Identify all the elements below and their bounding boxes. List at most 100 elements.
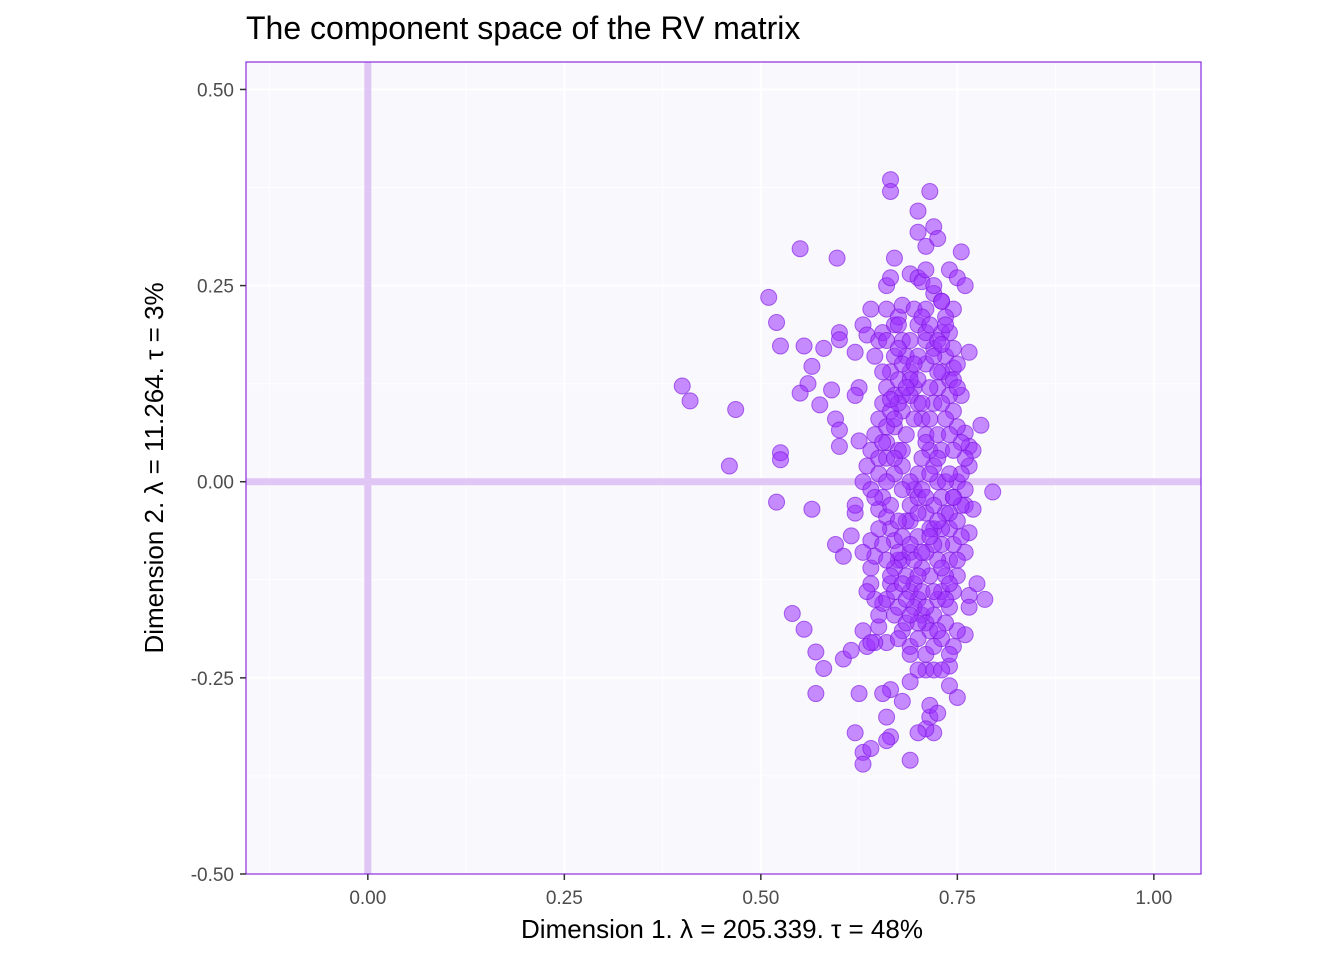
data-point	[929, 449, 947, 467]
data-point	[768, 493, 786, 511]
data-point	[854, 622, 872, 640]
data-point	[940, 575, 958, 593]
data-point	[815, 659, 833, 677]
data-point	[858, 457, 876, 475]
data-point	[940, 504, 958, 522]
data-point	[893, 575, 911, 593]
data-point	[937, 410, 955, 428]
data-point	[948, 688, 966, 706]
x-tick-label: 0.50	[742, 888, 779, 909]
data-point	[940, 645, 958, 663]
data-point	[854, 755, 872, 773]
data-point	[878, 300, 896, 318]
data-point	[889, 316, 907, 334]
data-point	[925, 583, 943, 601]
data-point	[937, 316, 955, 334]
data-point	[827, 535, 845, 553]
data-point	[917, 598, 935, 616]
data-point	[846, 496, 864, 514]
data-point	[866, 488, 884, 506]
data-point	[956, 277, 974, 295]
data-point	[944, 441, 962, 459]
data-point	[830, 421, 848, 439]
data-point	[952, 243, 970, 261]
data-point	[811, 396, 829, 414]
data-point	[909, 724, 927, 742]
x-tick-label: 1.00	[1135, 888, 1172, 909]
data-point	[917, 488, 935, 506]
data-point	[866, 347, 884, 365]
data-point	[956, 449, 974, 467]
data-point	[874, 535, 892, 553]
data-point	[878, 332, 896, 350]
x-tick-label: 0.75	[939, 888, 976, 909]
data-point	[885, 410, 903, 428]
data-point	[846, 343, 864, 361]
data-point	[862, 300, 880, 318]
data-point	[850, 432, 868, 450]
data-point	[972, 416, 990, 434]
data-point	[917, 237, 935, 255]
data-point	[807, 643, 825, 661]
data-point	[948, 622, 966, 640]
x-tick-label: 0.25	[546, 888, 583, 909]
data-point	[850, 685, 868, 703]
data-point	[909, 223, 927, 241]
y-axis-label: Dimension 2. λ = 11.264. τ = 3%	[139, 282, 169, 653]
data-point	[909, 504, 927, 522]
x-axis-label: Dimension 1. λ = 205.339. τ = 48%	[521, 914, 923, 944]
y-tick-label: 0.25	[197, 277, 234, 298]
data-point	[889, 512, 907, 530]
data-point	[889, 339, 907, 357]
data-point	[815, 339, 833, 357]
data-point	[791, 240, 809, 258]
data-point	[956, 481, 974, 499]
data-point	[940, 677, 958, 695]
data-point	[846, 386, 864, 404]
data-point	[944, 488, 962, 506]
data-point	[803, 357, 821, 375]
data-point	[905, 410, 923, 428]
data-point	[940, 426, 958, 444]
data-point	[771, 337, 789, 355]
data-point	[921, 410, 939, 428]
data-point	[882, 496, 900, 514]
data-point	[807, 685, 825, 703]
data-point	[874, 685, 892, 703]
data-point	[940, 465, 958, 483]
data-point	[760, 288, 778, 306]
data-point	[878, 708, 896, 726]
data-point	[901, 535, 919, 553]
data-point	[960, 598, 978, 616]
data-point	[984, 483, 1002, 501]
data-point	[828, 249, 846, 267]
data-point	[921, 465, 939, 483]
data-point	[795, 620, 813, 638]
data-point	[846, 724, 864, 742]
data-point	[913, 449, 931, 467]
data-point	[727, 401, 745, 419]
data-point	[909, 202, 927, 220]
data-point	[933, 394, 951, 412]
minor-gridlines	[246, 62, 1201, 874]
data-point	[720, 457, 738, 475]
data-point	[901, 606, 919, 624]
data-point	[917, 434, 935, 452]
data-point	[874, 363, 892, 381]
data-point	[878, 551, 896, 569]
data-point	[771, 451, 789, 469]
data-point	[925, 277, 943, 295]
data-point	[783, 605, 801, 623]
data-point	[913, 394, 931, 412]
data-point	[842, 527, 860, 545]
data-point	[673, 377, 691, 395]
plot-panel-border	[245, 61, 1202, 875]
data-point	[889, 630, 907, 648]
data-point	[933, 335, 951, 353]
data-point	[921, 528, 939, 546]
data-point	[929, 622, 947, 640]
data-point	[929, 704, 947, 722]
data-point	[952, 528, 970, 546]
data-point	[929, 363, 947, 381]
